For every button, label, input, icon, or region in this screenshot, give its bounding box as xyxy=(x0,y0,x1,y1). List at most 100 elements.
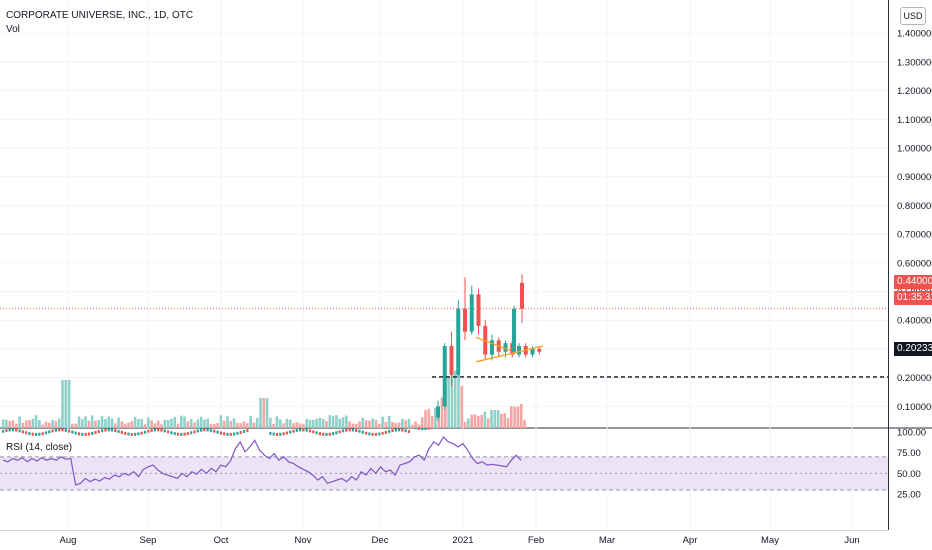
candle-body xyxy=(81,432,84,436)
volume-bar xyxy=(137,419,140,428)
volume-bar xyxy=(506,417,510,428)
candle-body xyxy=(348,428,351,432)
candle-body xyxy=(124,431,127,435)
volume-bar xyxy=(427,408,431,428)
volume-bar xyxy=(90,415,94,428)
candle-body xyxy=(236,431,239,435)
volume-bar xyxy=(450,370,454,428)
candle-body xyxy=(427,426,430,430)
volume-bar xyxy=(28,420,31,428)
volume-bar xyxy=(453,370,457,428)
candle-body xyxy=(25,431,28,435)
candle-body xyxy=(272,432,275,436)
volume-bar xyxy=(160,424,163,428)
volume-bar xyxy=(196,419,200,428)
candle-body xyxy=(239,430,242,434)
volume-bar xyxy=(236,423,239,428)
candle-body xyxy=(101,429,104,433)
candle-body xyxy=(180,432,183,436)
volume-bar xyxy=(8,421,11,428)
volume-bar xyxy=(496,410,500,428)
candle-body xyxy=(517,346,521,355)
volume-bar xyxy=(500,414,503,428)
candle-body xyxy=(117,429,120,433)
volume-bar xyxy=(510,406,513,428)
candle-body xyxy=(97,430,100,434)
candle-body xyxy=(520,282,524,309)
volume-bar xyxy=(384,421,388,428)
volume-bar xyxy=(57,418,61,428)
volume-bar xyxy=(473,414,477,428)
candle-body xyxy=(490,340,494,355)
volume-bar xyxy=(41,424,44,428)
candle-body xyxy=(417,426,420,430)
volume-bar xyxy=(249,415,252,428)
currency-button[interactable]: USD xyxy=(900,7,926,25)
volume-bar xyxy=(430,415,434,428)
candle-body xyxy=(503,343,508,352)
volume-bar xyxy=(420,417,424,428)
candle-body xyxy=(153,428,156,432)
candle-body xyxy=(332,432,335,436)
candle-body xyxy=(183,432,186,436)
time-tick-label: May xyxy=(761,535,779,546)
candle-body xyxy=(186,432,189,436)
volume-bar xyxy=(255,417,259,428)
candle-body xyxy=(388,429,391,433)
rsi-tick-label: 100.00 xyxy=(897,428,926,439)
candle-body xyxy=(127,432,130,436)
volume-bar xyxy=(414,421,417,428)
volume-bar xyxy=(77,416,81,428)
volume-bar xyxy=(48,422,51,428)
volume-bar xyxy=(315,418,318,428)
candle-body xyxy=(219,431,222,435)
candle-body xyxy=(269,431,272,435)
candle-body xyxy=(48,430,51,434)
volume-bar xyxy=(279,419,282,428)
rsi-line xyxy=(2,436,522,486)
volume-bar xyxy=(348,421,351,428)
candle-body xyxy=(476,294,481,326)
candle-body xyxy=(338,430,341,434)
candle-body xyxy=(282,432,285,436)
candle-body xyxy=(341,429,345,433)
volume-bar xyxy=(440,397,444,428)
volume-bar xyxy=(183,416,186,428)
candle-body xyxy=(305,428,308,432)
candle-body xyxy=(71,430,74,434)
candle-body xyxy=(58,428,61,432)
volume-bar xyxy=(269,417,272,428)
candle-body xyxy=(137,432,140,436)
candle-body xyxy=(328,432,331,436)
candle-body xyxy=(421,427,424,431)
time-tick-label: Nov xyxy=(295,535,312,546)
candle-body xyxy=(87,432,90,436)
level-price-badge: 0.202330 xyxy=(894,342,932,356)
volume-bar xyxy=(308,419,312,428)
volume-bar xyxy=(397,422,401,428)
candle-body xyxy=(15,428,18,432)
candle-body xyxy=(147,429,150,433)
price-tick-label: 1.300000 xyxy=(897,57,932,68)
volume-bar xyxy=(378,423,381,428)
candle-body xyxy=(77,432,81,436)
volume-bar xyxy=(232,418,236,428)
candle-body xyxy=(28,432,31,436)
volume-bar xyxy=(24,420,28,428)
candle-body xyxy=(110,428,114,432)
volume-bar xyxy=(335,415,338,428)
volume-bar xyxy=(437,415,440,428)
volume-bar xyxy=(364,420,368,428)
volume-bar xyxy=(143,424,147,428)
candle-body xyxy=(335,431,338,435)
time-tick-label: Apr xyxy=(683,535,698,546)
volume-bar xyxy=(447,377,450,428)
candle-body xyxy=(233,432,236,436)
candle-body xyxy=(279,432,282,436)
candle-body xyxy=(160,428,163,432)
